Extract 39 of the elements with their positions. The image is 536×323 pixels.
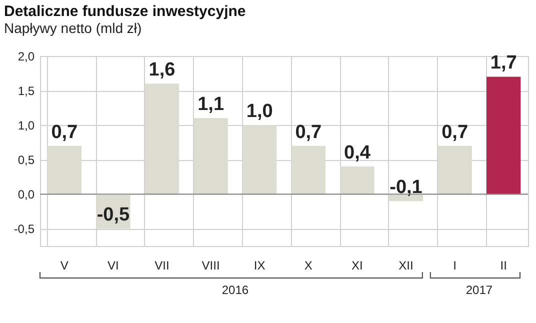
data-label: 0,7: [51, 122, 78, 143]
bar: [242, 125, 277, 194]
bar: [340, 166, 374, 194]
y-tick-label: 1,5: [18, 84, 35, 98]
chart-subtitle: Napływy netto (mld zł): [4, 20, 142, 36]
x-tick-label: VI: [108, 258, 119, 272]
bar: [291, 146, 326, 194]
bar: [438, 146, 472, 194]
bar: [388, 194, 424, 202]
bar: [144, 84, 180, 194]
x-tick-label: V: [60, 258, 68, 272]
data-label: 0,4: [344, 142, 371, 164]
y-tick-label: -0,5: [14, 222, 35, 236]
x-tick-label: II: [500, 258, 507, 272]
chart-title: Detaliczne fundusze inwestycyjne: [4, 3, 246, 20]
x-tick-label: VII: [154, 258, 170, 272]
bar: [486, 76, 521, 194]
text: 2017: [466, 283, 493, 297]
data-label: 0,7: [295, 122, 322, 143]
data-label: 1,0: [246, 101, 273, 122]
data-label: -0,5: [96, 204, 130, 226]
y-tick-label: 0,5: [18, 153, 35, 168]
data-label: 1,7: [490, 52, 517, 74]
data-label: 1,6: [148, 60, 176, 81]
bar: [194, 118, 228, 194]
x-tick-label: XII: [398, 258, 414, 272]
x-tick-label: XI: [352, 258, 363, 272]
y-tick-label: 1,0: [18, 118, 35, 133]
x-tick-label: I: [453, 258, 456, 272]
x-tick-label: VIII: [202, 258, 220, 272]
x-tick-label: X: [304, 258, 312, 272]
data-label: -0,1: [390, 177, 423, 198]
x-tick-label: IX: [254, 258, 266, 272]
y-tick-label: 0,0: [18, 188, 35, 202]
y-tick-label: 2,0: [18, 50, 35, 64]
bar: [47, 146, 82, 194]
text: 2016: [222, 283, 249, 297]
data-label: 0,7: [442, 122, 468, 143]
data-label: 1,1: [198, 94, 224, 116]
